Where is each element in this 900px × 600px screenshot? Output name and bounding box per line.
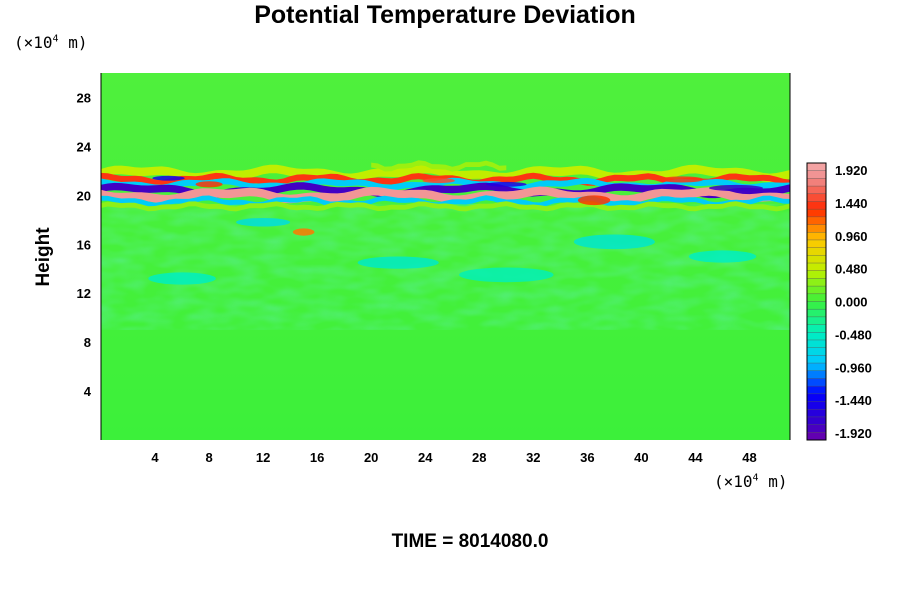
- colorbar-label: 0.000: [835, 295, 868, 310]
- x-tick-label: 8: [205, 450, 212, 465]
- y-axis-unit: (×104 m): [14, 33, 87, 52]
- colorbar-swatch: [807, 332, 826, 341]
- x-tick-label: 24: [418, 450, 433, 465]
- x-tick-label: 48: [742, 450, 756, 465]
- colorbar-swatch: [807, 186, 826, 195]
- colorbar-swatch: [807, 170, 826, 179]
- x-tick-label: 28: [472, 450, 486, 465]
- colorbar-swatch: [807, 278, 826, 287]
- colorbar-swatch: [807, 239, 826, 249]
- colorbar-swatch: [807, 363, 826, 372]
- colorbar-swatch: [807, 209, 826, 218]
- y-tick-label: 12: [77, 286, 91, 301]
- x-axis-unit: (×104 m): [714, 472, 787, 491]
- field-feature: [660, 176, 704, 183]
- y-tick-label: 4: [84, 384, 92, 399]
- colorbar-label: 1.920: [835, 163, 868, 178]
- field-feature: [422, 178, 455, 184]
- colorbar-swatch: [807, 224, 826, 233]
- colorbar-swatch: [807, 286, 826, 295]
- colorbar-swatch: [807, 178, 826, 187]
- colorbar: 1.920 1.440 0.960 0.480 0.000 -0.480 -0.960 -1.…: [806, 162, 872, 441]
- field-feature: [688, 250, 757, 263]
- colorbar-frame: [806, 162, 827, 441]
- field-feature: [152, 175, 185, 181]
- x-tick-label: 40: [634, 450, 648, 465]
- field-feature: [459, 267, 554, 283]
- colorbar-label: -0.480: [835, 327, 872, 342]
- x-tick-label: 12: [256, 450, 270, 465]
- colorbar-swatch: [807, 401, 826, 410]
- x-tick-label: 44: [688, 450, 703, 465]
- field-feature: [486, 181, 527, 187]
- y-unit-exponent: 4: [52, 33, 59, 45]
- field-feature: [357, 256, 439, 269]
- band-strip: [371, 160, 507, 172]
- y-unit-prefix: (×10: [14, 33, 53, 52]
- colorbar-swatch: [807, 393, 826, 402]
- field-feature: [577, 195, 611, 206]
- x-tick-label: 32: [526, 450, 540, 465]
- colorbar-label: 0.480: [835, 262, 868, 277]
- colorbar-swatch: [807, 201, 826, 210]
- colorbar-swatch: [807, 270, 826, 279]
- colorbar-swatch: [807, 324, 826, 333]
- colorbar-label: 1.440: [835, 196, 868, 211]
- field-feature: [236, 217, 291, 227]
- y-tick-label: 24: [77, 139, 92, 154]
- band-strip: [101, 195, 790, 208]
- colorbar-swatch: [807, 386, 826, 395]
- field-feature: [708, 184, 763, 192]
- y-tick-label: 16: [77, 237, 91, 252]
- colorbar-swatch: [807, 378, 826, 387]
- x-tick-label: 4: [151, 450, 159, 465]
- plot-area: [101, 73, 790, 440]
- colorbar-swatch: [807, 232, 826, 241]
- chart-title: Potential Temperature Deviation: [254, 1, 636, 29]
- colorbar-swatch: [807, 255, 826, 264]
- field-texture: [101, 203, 790, 330]
- colorbar-swatch: [807, 370, 826, 379]
- colorbar-swatch: [807, 216, 826, 225]
- x-unit-suffix: m): [758, 472, 788, 491]
- y-tick-label: 20: [77, 188, 91, 203]
- band-strip: [101, 182, 790, 199]
- field-feature: [292, 228, 315, 236]
- colorbar-swatch: [807, 193, 826, 202]
- colorbar-swatch: [807, 409, 826, 418]
- colorbar-swatch: [807, 339, 826, 349]
- x-tick-label: 16: [310, 450, 324, 465]
- y-unit-suffix: m): [58, 33, 88, 52]
- x-unit-prefix: (×10: [714, 472, 753, 491]
- x-tick-label: 36: [580, 450, 594, 465]
- colorbar-label: -1.440: [835, 393, 872, 408]
- colorbar-swatch: [807, 301, 826, 310]
- field-feature: [573, 234, 655, 250]
- field-feature: [195, 181, 223, 188]
- colorbar-label: 0.960: [835, 229, 868, 244]
- y-tick-label: 8: [84, 335, 91, 350]
- colorbar-swatch: [807, 432, 826, 441]
- colorbar-swatch: [807, 347, 826, 356]
- colorbar-label: -1.920: [835, 426, 872, 441]
- colorbar-label: -0.960: [835, 360, 872, 375]
- x-tick-label: 20: [364, 450, 378, 465]
- band-strip: [101, 201, 790, 212]
- colorbar-swatch: [807, 355, 826, 364]
- colorbar-swatch: [807, 247, 826, 256]
- time-label: TIME = 8014080.0: [391, 531, 549, 552]
- colorbar-swatch: [807, 293, 826, 302]
- field-feature: [148, 272, 216, 285]
- colorbar-swatch: [807, 263, 826, 272]
- colorbar-swatch: [807, 163, 826, 172]
- colorbar-swatch: [807, 416, 826, 426]
- colorbar-swatch: [807, 309, 826, 318]
- colorbar-swatch: [807, 316, 826, 325]
- colorbar-swatch: [807, 424, 826, 433]
- y-tick-label: 28: [77, 90, 91, 105]
- x-unit-exponent: 4: [752, 472, 759, 484]
